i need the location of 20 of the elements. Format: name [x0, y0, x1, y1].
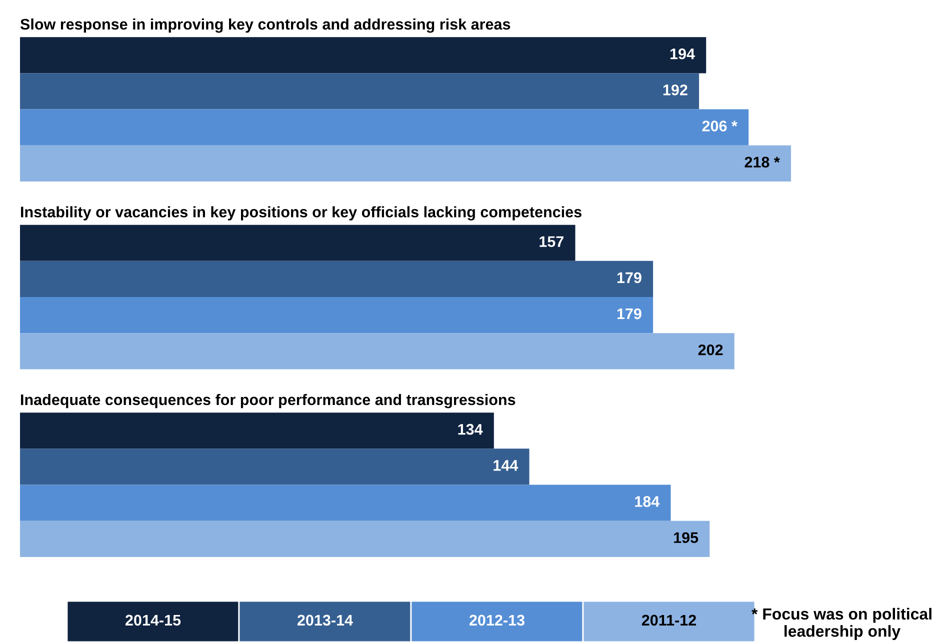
text: 2013-14: [298, 614, 353, 626]
data-label: 179: [617, 272, 642, 284]
y-tick-label: Instability or vacancies in key positions or key officials lacking competencies: [21, 206, 582, 220]
data-label: 202: [698, 344, 723, 356]
data-label: 195: [674, 532, 698, 544]
text: 2012-13: [470, 614, 524, 626]
data-label: 157: [540, 236, 564, 247]
text: 2014-15: [126, 614, 181, 626]
data-label: 194: [670, 48, 695, 60]
data-label: 206 *: [702, 120, 738, 132]
data-label: 218 *: [744, 156, 780, 168]
data-label: 184: [635, 496, 660, 507]
text: 2011-12: [642, 614, 696, 626]
y-tick-label: Slow response in improving key controls and addressing risk areas: [20, 18, 510, 33]
data-label: 179: [617, 308, 642, 320]
data-label: 134: [458, 424, 483, 435]
y-tick-label: Inadequate consequences for poor performance and transgressions: [21, 394, 516, 408]
data-label: 144: [494, 460, 518, 471]
text: * Focus was on political leadership only: [752, 608, 932, 640]
data-label: 192: [663, 84, 688, 96]
